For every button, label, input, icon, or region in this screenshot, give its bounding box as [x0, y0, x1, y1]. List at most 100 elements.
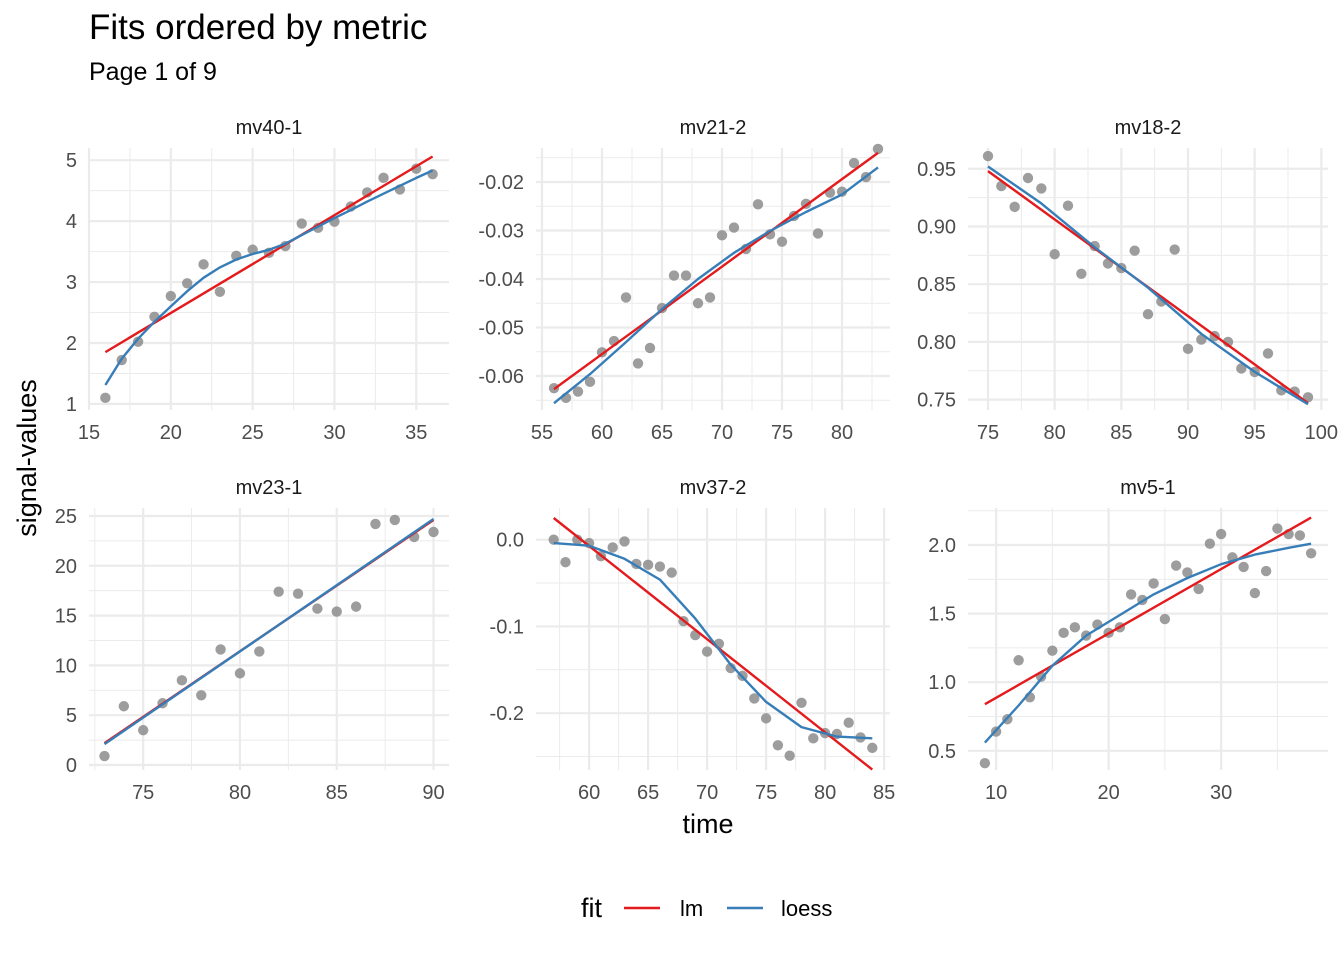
data-point: [1062, 200, 1074, 211]
y-axis-label: signal-values: [12, 379, 42, 537]
strip-label: mv40-1: [236, 117, 303, 139]
y-tick-label: 4: [66, 211, 77, 233]
x-tick-label: 85: [326, 782, 348, 804]
x-tick-label: 15: [78, 422, 100, 444]
data-point: [654, 561, 666, 572]
data-point: [1142, 309, 1154, 320]
y-tick-label: 0.5: [928, 741, 956, 763]
data-point: [760, 713, 772, 724]
y-tick-label: 0.90: [917, 216, 956, 238]
data-point: [979, 757, 991, 769]
x-tick-label: 95: [1244, 422, 1266, 444]
x-tick-label: 70: [711, 422, 733, 444]
data-point: [137, 724, 149, 736]
x-tick-label: 85: [873, 782, 895, 804]
data-point: [619, 536, 630, 547]
data-point: [1022, 172, 1034, 184]
y-tick-label: 0.85: [917, 274, 956, 296]
data-point: [680, 270, 692, 281]
data-point: [1272, 523, 1283, 534]
data-point: [165, 290, 177, 302]
data-point: [1260, 565, 1272, 577]
x-tick-label: 80: [814, 782, 836, 804]
data-point: [749, 693, 760, 704]
strip-label: mv37-2: [680, 477, 747, 499]
data-point: [1294, 530, 1306, 541]
strip-label: mv18-2: [1115, 117, 1182, 139]
x-tick-label: 90: [1177, 422, 1199, 444]
data-point: [214, 286, 226, 297]
data-point: [1049, 248, 1060, 260]
data-point: [772, 740, 784, 751]
data-point: [848, 157, 860, 169]
data-point: [704, 292, 716, 303]
y-tick-label: 0: [66, 755, 77, 777]
x-tick-label: 60: [578, 782, 600, 804]
data-point: [1238, 561, 1249, 573]
strip-label: mv23-1: [236, 477, 303, 499]
data-point: [1009, 201, 1020, 213]
data-point: [752, 199, 764, 210]
data-point: [215, 644, 226, 655]
data-point: [1169, 244, 1180, 255]
data-point: [389, 514, 401, 526]
data-point: [725, 662, 736, 674]
data-point: [1182, 343, 1194, 355]
legend-label-loess: loess: [781, 896, 832, 921]
x-tick-label: 70: [696, 782, 718, 804]
y-tick-label: 5: [66, 150, 77, 172]
loess-fit-line: [987, 165, 1309, 406]
data-point: [796, 697, 807, 708]
x-tick-label: 80: [1044, 422, 1066, 444]
x-tick-label: 75: [977, 422, 999, 444]
data-point: [632, 358, 644, 369]
x-tick-label: 75: [755, 782, 777, 804]
legend: fit lm loess: [581, 893, 832, 923]
y-tick-label: -0.04: [478, 269, 524, 291]
data-point: [198, 259, 209, 270]
x-tick-label: 55: [531, 422, 553, 444]
data-point: [292, 588, 304, 599]
data-point: [666, 567, 677, 578]
data-point: [1262, 348, 1274, 359]
x-tick-label: 20: [1098, 782, 1120, 804]
data-point: [1182, 567, 1193, 578]
data-point: [132, 336, 144, 347]
data-point: [808, 733, 819, 744]
data-point: [1069, 622, 1081, 633]
x-tick-label: 90: [422, 782, 444, 804]
data-point: [784, 750, 795, 761]
loess-fit-line: [984, 542, 1312, 744]
strip-label: mv5-1: [1120, 477, 1176, 499]
x-tick-label: 30: [323, 422, 345, 444]
x-tick-label: 75: [771, 422, 793, 444]
data-point: [1058, 627, 1069, 639]
lm-fit-line: [984, 516, 1312, 706]
y-tick-label: 20: [55, 556, 77, 578]
chart-subtitle: Page 1 of 9: [89, 58, 217, 86]
panel-mv37-2: mv37-2 60 65 70 75 80 85 -0.2 -0.1 0.0: [490, 477, 896, 804]
x-tick-label: 65: [651, 422, 673, 444]
legend-label-lm: lm: [680, 896, 703, 921]
y-tick-label: 10: [55, 655, 77, 677]
data-point: [607, 542, 618, 553]
data-point: [1204, 538, 1216, 549]
loess-fit-line: [104, 169, 434, 386]
x-tick-label: 25: [242, 422, 264, 444]
data-point: [1159, 613, 1171, 625]
x-tick-label: 100: [1305, 422, 1338, 444]
data-point: [296, 218, 307, 229]
data-point: [1047, 645, 1058, 656]
data-point: [1125, 589, 1137, 600]
data-point: [1170, 560, 1182, 571]
data-point: [1215, 528, 1227, 540]
panel-mv40-1: mv40-1 15 20 25 30 35 1 2 3 4 5: [66, 117, 449, 444]
x-tick-label: 30: [1210, 782, 1232, 804]
y-tick-label: -0.1: [490, 616, 524, 638]
y-tick-label: 1.5: [928, 604, 956, 626]
data-point: [99, 750, 110, 762]
data-point: [411, 163, 422, 174]
panel-mv23-1: mv23-1 75 80 85 90 0 5 10 15 20 25: [55, 477, 449, 804]
data-point: [982, 150, 994, 162]
loess-fit-line: [553, 541, 873, 740]
